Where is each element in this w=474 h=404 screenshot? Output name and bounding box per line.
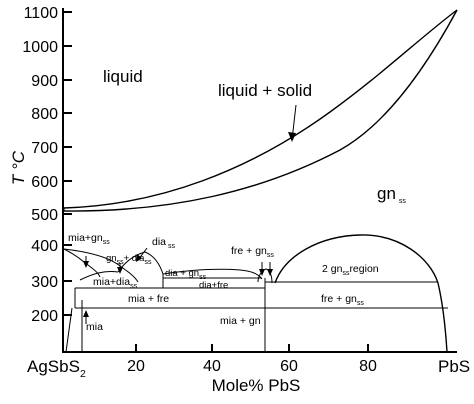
y-tick-label: 200: [31, 308, 58, 325]
x-tick-labels: 20 40 60 80: [127, 358, 377, 375]
fre-gn-arrowhead-left: [259, 269, 265, 276]
liquid-label: liquid: [103, 67, 143, 86]
y-tick-label: 400: [31, 238, 58, 255]
y-tick-label: 300: [31, 274, 58, 291]
two-gn-region-label: 2 gnssregion: [322, 263, 379, 277]
mia-gn-arrowhead: [83, 261, 89, 268]
dia-fre-label: dia+fre: [199, 280, 228, 291]
dia-ss-label: dia ss: [152, 236, 176, 250]
x-axis-title: Mole% PbS: [212, 376, 301, 395]
x-tick-label: 20: [127, 358, 145, 375]
mia-arrowhead: [83, 310, 89, 317]
y-tick-label: 500: [31, 207, 58, 224]
dia-ss-arrowhead: [136, 254, 142, 262]
fre-gn-ss-label: fre + gnss: [231, 245, 274, 259]
x-tick-label: 60: [280, 358, 298, 375]
mia-fre-label: mia + fre: [128, 293, 169, 305]
y-axis-title: T °C: [9, 150, 28, 185]
y-tick-labels: 1100 1000 900 800 700 600 500 400 300 20…: [22, 5, 58, 325]
liquid-solid-label: liquid + solid: [218, 81, 312, 100]
y-tick-label: 700: [31, 140, 58, 157]
mia-dia-label: mia+diass: [93, 276, 138, 290]
solidus-curve: [63, 9, 458, 212]
dia-gn-label: dia + gnss: [165, 268, 207, 281]
mia-gn-label: mia + gn: [220, 315, 261, 327]
y-tick-label: 600: [31, 174, 58, 191]
y-tick-label: 800: [31, 106, 58, 123]
gn-dia-arrowhead: [117, 267, 123, 274]
right-end-member: PbS: [438, 357, 470, 376]
x-tick-marks: [135, 344, 369, 352]
mia-dia-top: [79, 271, 119, 281]
x-tick-label: 80: [359, 358, 377, 375]
gn-dia-label: gnss+ diass: [106, 253, 152, 266]
liquidus-curve: [63, 9, 458, 209]
mia-gn-boundary: [63, 248, 101, 278]
fre-gn-ss-lower-label: fre + gnss: [321, 293, 364, 307]
dia-ss-dome: [117, 251, 164, 275]
y-tick-label: 1100: [24, 5, 59, 22]
left-end-member: AgSbS2: [27, 357, 86, 380]
x-tick-label: 40: [203, 358, 221, 375]
y-tick-marks: [63, 11, 72, 316]
mia-gn-ss-label: mia+gnss: [68, 232, 110, 246]
fre-gn-small-dome: [257, 268, 273, 284]
mia-label: mia: [86, 321, 103, 333]
y-tick-label: 900: [31, 73, 58, 90]
y-tick-label: 1000: [22, 39, 58, 56]
fre-gn-arrowhead-right: [267, 269, 273, 276]
gn-ss-label: gn ss: [377, 184, 406, 205]
gn-solvus-dome: [274, 234, 448, 353]
dia-gn-top: [162, 268, 263, 280]
mia-left-bound: [65, 307, 73, 353]
liquid-solid-arrowhead: [288, 132, 296, 142]
